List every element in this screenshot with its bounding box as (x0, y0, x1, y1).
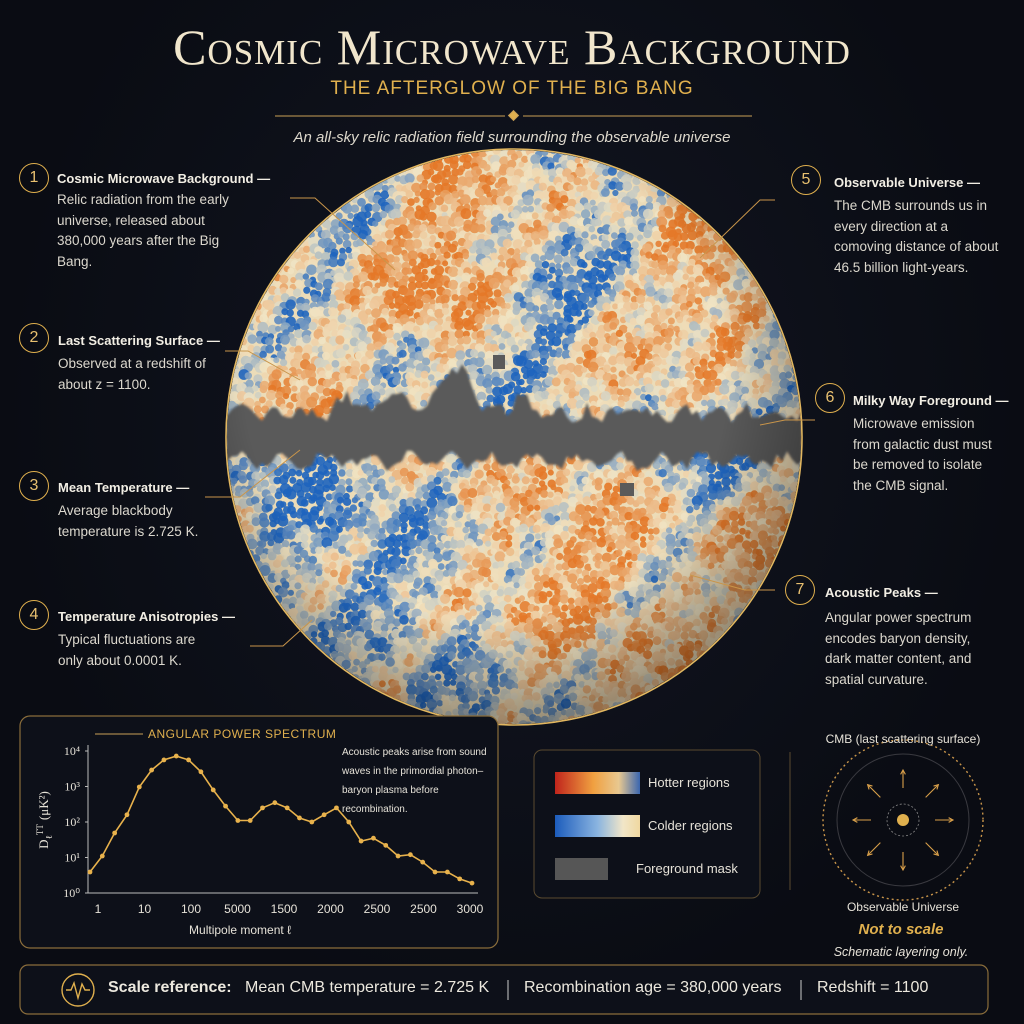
texture-cell (781, 319, 788, 326)
texture-cell (767, 582, 774, 590)
texture-cell (791, 512, 801, 522)
texture-cell (683, 196, 691, 204)
texture-cell (778, 555, 785, 562)
texture-cell (774, 300, 781, 308)
texture-cell (794, 507, 801, 515)
texture-cell (770, 565, 782, 576)
texture-cell (787, 534, 796, 543)
texture-cell (245, 556, 252, 563)
texture-cell (787, 335, 797, 346)
texture-cell (799, 471, 801, 482)
texture-cell (745, 608, 755, 618)
texture-cell (797, 485, 801, 495)
